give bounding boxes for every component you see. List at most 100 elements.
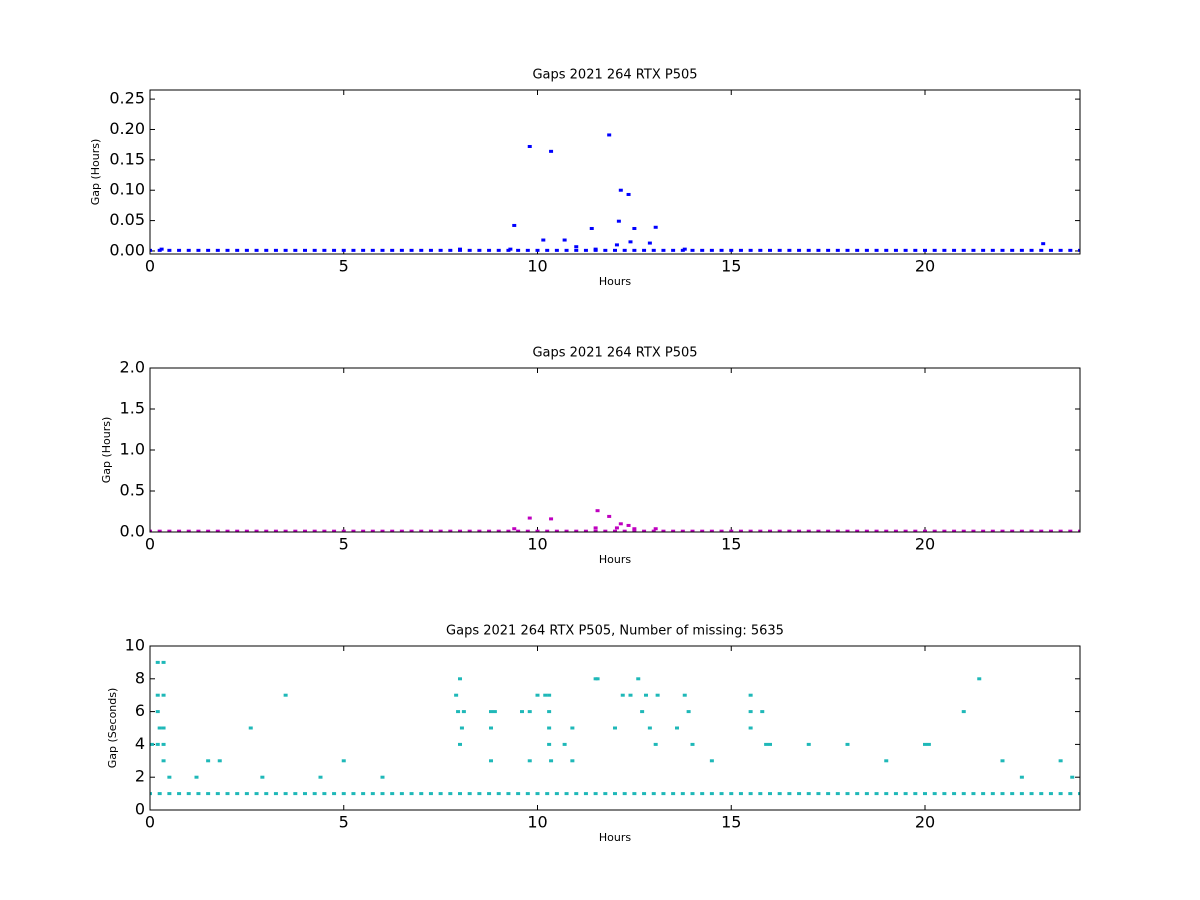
point <box>283 529 288 532</box>
point <box>312 529 317 532</box>
point <box>322 792 327 796</box>
point <box>570 759 575 763</box>
point <box>489 759 493 763</box>
point <box>622 792 627 796</box>
point <box>644 693 648 697</box>
point <box>562 238 567 242</box>
point <box>448 792 453 796</box>
point <box>341 759 346 763</box>
point <box>273 529 278 532</box>
point <box>618 188 623 192</box>
point <box>874 248 879 252</box>
x-tick-label: 10 <box>527 535 547 554</box>
point <box>489 726 493 730</box>
point <box>884 248 889 252</box>
point <box>816 248 821 252</box>
point <box>535 792 540 796</box>
point <box>283 248 288 252</box>
point <box>516 248 521 252</box>
point <box>607 514 612 518</box>
point <box>651 529 656 532</box>
point <box>186 792 191 796</box>
y-axis-label: Gap (Hours) <box>100 417 113 484</box>
point <box>971 248 976 252</box>
point <box>981 792 986 796</box>
y-tick-label: 8 <box>135 668 145 687</box>
point <box>616 219 621 223</box>
point <box>225 792 230 796</box>
point <box>595 677 600 681</box>
y-tick-label: 0.0 <box>120 522 145 541</box>
point <box>1078 529 1080 532</box>
point <box>651 792 656 796</box>
point <box>574 792 579 796</box>
point <box>845 248 850 252</box>
point <box>1068 792 1073 796</box>
point <box>456 710 461 714</box>
y-tick-label: 1.0 <box>120 440 145 459</box>
point <box>1019 792 1024 796</box>
point <box>884 792 889 796</box>
point <box>738 792 743 796</box>
point <box>520 710 524 714</box>
point <box>351 529 356 532</box>
point <box>942 529 947 532</box>
point <box>981 248 986 252</box>
point <box>593 792 598 796</box>
point <box>961 248 966 252</box>
chart-title: Gaps 2021 264 RTX P505 <box>532 346 697 361</box>
point <box>167 792 172 796</box>
point <box>977 677 982 681</box>
point <box>570 726 575 730</box>
point <box>254 248 259 252</box>
point <box>603 529 608 532</box>
points <box>150 509 1080 532</box>
point <box>332 248 337 252</box>
point <box>157 726 162 730</box>
point <box>961 710 966 714</box>
x-tick-label: 20 <box>915 535 935 554</box>
point <box>283 792 288 796</box>
point <box>758 248 763 252</box>
x-axis-label: Hours <box>599 831 631 844</box>
point <box>607 133 612 137</box>
point <box>1041 242 1046 246</box>
point <box>303 792 307 796</box>
point <box>1029 792 1034 796</box>
point <box>816 529 821 532</box>
point <box>1010 529 1015 532</box>
point <box>826 792 831 796</box>
point <box>1000 792 1005 796</box>
point <box>729 248 734 252</box>
point <box>1058 759 1063 763</box>
point <box>235 529 240 532</box>
point <box>487 529 492 532</box>
point <box>380 792 385 796</box>
point <box>632 792 637 796</box>
point <box>923 248 927 252</box>
point <box>380 775 385 779</box>
point <box>361 792 366 796</box>
point <box>768 529 772 532</box>
point <box>1048 792 1053 796</box>
point <box>626 523 631 527</box>
point <box>1048 529 1053 532</box>
point <box>516 529 521 532</box>
point <box>622 248 627 252</box>
point <box>527 144 532 148</box>
point <box>768 792 772 796</box>
point <box>826 248 831 252</box>
point <box>874 529 879 532</box>
point <box>777 792 782 796</box>
point <box>564 248 569 252</box>
point <box>244 529 249 532</box>
point <box>628 693 633 697</box>
point <box>738 529 743 532</box>
point <box>303 248 307 252</box>
point <box>1039 529 1044 532</box>
point <box>554 792 559 796</box>
x-tick-label: 10 <box>527 257 547 276</box>
point <box>671 248 676 252</box>
point <box>932 248 937 252</box>
